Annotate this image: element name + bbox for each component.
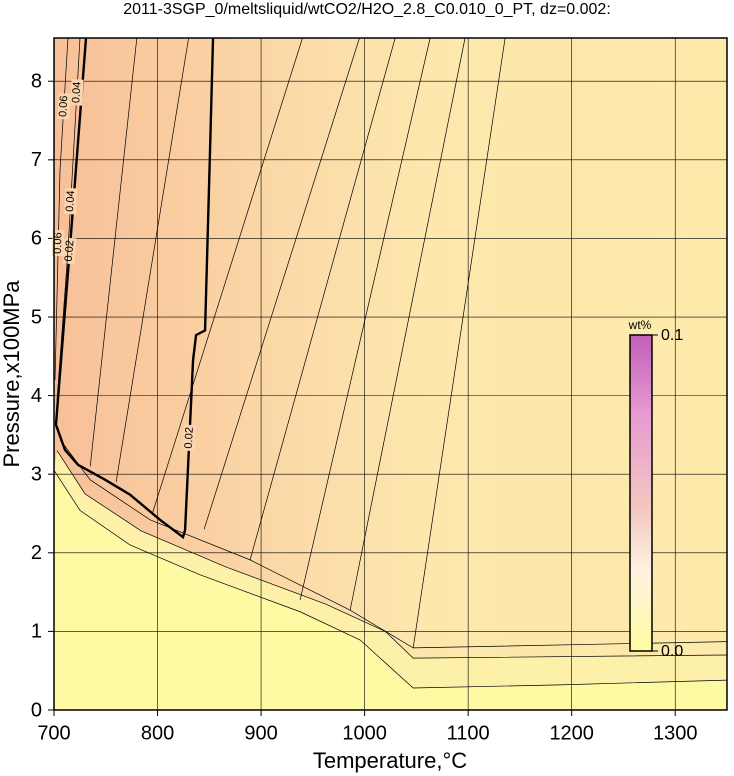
contour-label: 0.02 [62,237,77,265]
contour-label-bg [70,79,84,106]
contour-line [152,37,303,514]
contour-label-text: 0.04 [64,190,77,212]
contour-line [59,439,728,649]
contour-label-text: 0.02 [183,427,196,449]
y-tick-label: 6 [31,228,42,250]
y-tick-label: 2 [31,542,42,564]
contour-label-text: 0.06 [52,232,65,254]
y-tick-label: 3 [31,463,42,485]
x-tick-label: 700 [37,722,70,744]
contour-line [203,37,360,530]
contour-label: 0.06 [57,92,71,120]
chart-title: 2011-3SGP_0/meltsliquid/wtCO2/H2O_2.8_C0… [123,1,611,18]
y-tick-label: 4 [31,385,42,407]
contour-line [54,37,69,380]
subsolidus-region [54,470,727,710]
contour-line [249,37,396,560]
contour-line [89,37,138,467]
contour-label: 0.06 [51,229,65,257]
y-tick-label: 0 [31,699,42,721]
contour-label: 0.04 [64,187,78,215]
contour-line [115,37,189,483]
x-tick-label: 800 [141,722,174,744]
y-axis-label: Pressure,x100MPa [0,280,24,468]
contour-label: 0.04 [70,79,84,106]
y-tick-label: 5 [31,306,42,328]
colorbar-tick-label: 0.0 [661,643,683,660]
colorbar-tick-label: 0.1 [661,327,683,344]
contour-label-bg [57,92,71,120]
x-tick-label: 1200 [549,722,594,744]
contour-label-text: 0.04 [70,81,83,103]
y-tick-label: 7 [31,149,42,171]
contour-label-bg [182,424,197,452]
contour-label-bg [51,229,65,257]
y-tick-label: 8 [31,71,42,93]
contour-label-bg [64,187,78,215]
y-tick-label: 1 [31,621,42,643]
contour-line [299,37,431,601]
colorbar [629,334,653,652]
contour-label: 0.02 [182,424,197,452]
transition-band [54,450,727,688]
contour-line [56,450,728,659]
contour-line [54,37,215,540]
contour-line [349,37,466,611]
contour-label-text: 0.02 [63,240,77,262]
colorbar-label: wt% [628,318,652,332]
x-axis-label: Temperature,°C [313,748,467,773]
x-tick-label: 1100 [447,722,490,744]
contour-label-text: 0.06 [57,95,70,117]
contour-line [412,37,506,648]
x-tick-label: 1300 [653,722,698,744]
x-tick-label: 1000 [342,722,387,744]
contour-label-bg [62,237,77,265]
contour-line [53,470,728,689]
x-tick-label: 900 [244,722,277,744]
plot-frame [53,37,728,711]
contour-line [56,37,81,401]
